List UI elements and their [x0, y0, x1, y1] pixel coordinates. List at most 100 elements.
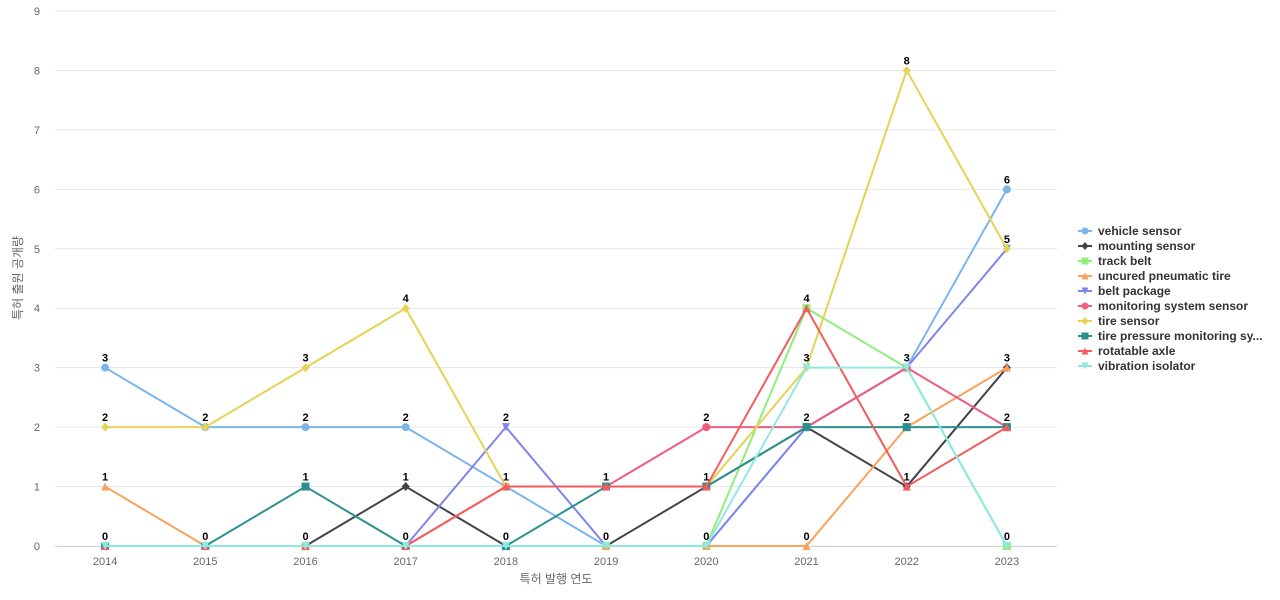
x-tick-label: 2015 — [193, 556, 217, 568]
data-labels: 3 2 1 0 2 0 3 2 1 0 4 2 1 0 2 1 0 1 0 2 1 0 4 3 2 0 8 3 2 1 6 5 3 2 0 — [102, 55, 1010, 543]
point-marker[interactable] — [201, 542, 210, 550]
point-marker[interactable] — [501, 423, 510, 432]
x-tick-label: 2019 — [594, 556, 618, 568]
series-group — [101, 363, 1011, 551]
legend-marker — [1081, 257, 1089, 265]
data-label: 0 — [803, 531, 809, 543]
x-tick-label: 2014 — [93, 556, 117, 568]
point-marker[interactable] — [301, 363, 310, 373]
legend-label: vehicle sensor — [1098, 224, 1182, 238]
legend-item[interactable]: mounting sensor — [1078, 239, 1196, 253]
legend-label: belt package — [1098, 284, 1171, 298]
data-label: 6 — [1004, 174, 1010, 186]
series-line[interactable] — [104, 366, 1008, 547]
legend-label: rotatable axle — [1098, 344, 1176, 358]
data-label: 0 — [302, 531, 308, 543]
point-marker[interactable] — [101, 482, 110, 491]
series-line[interactable] — [104, 366, 1008, 547]
data-label: 0 — [503, 531, 509, 543]
point-marker[interactable] — [702, 423, 711, 432]
point-marker[interactable] — [1002, 363, 1011, 372]
legend-item[interactable]: vehicle sensor — [1078, 224, 1182, 238]
data-label: 1 — [403, 472, 409, 484]
point-marker[interactable] — [802, 423, 811, 432]
x-tick-label: 2017 — [393, 556, 417, 568]
point-marker[interactable] — [902, 482, 911, 491]
point-marker[interactable] — [802, 304, 811, 313]
series-group — [101, 363, 1011, 550]
series-lines — [101, 65, 1011, 551]
legend-item[interactable]: track belt — [1078, 254, 1151, 268]
legend-marker — [1081, 272, 1089, 280]
data-label: 1 — [603, 472, 609, 484]
data-label: 2 — [1004, 412, 1010, 424]
point-marker[interactable] — [1002, 423, 1011, 432]
point-marker[interactable] — [101, 363, 110, 372]
y-tick-label: 5 — [34, 244, 40, 256]
legend-marker — [1081, 362, 1089, 370]
series-group — [101, 363, 1011, 550]
point-marker[interactable] — [101, 422, 110, 432]
point-marker[interactable] — [702, 482, 711, 491]
data-label: 2 — [403, 412, 409, 424]
point-marker[interactable] — [1002, 185, 1011, 194]
series-group — [101, 363, 1011, 550]
series-line[interactable] — [104, 247, 1008, 547]
point-marker[interactable] — [201, 422, 210, 432]
x-tick-label: 2021 — [794, 556, 818, 568]
y-tick-label: 9 — [34, 6, 40, 18]
point-marker[interactable] — [501, 542, 510, 550]
point-marker[interactable] — [101, 542, 110, 550]
y-axis-title: 특허 출원 공개량 — [11, 236, 25, 320]
legend-label: mounting sensor — [1098, 239, 1196, 253]
point-marker[interactable] — [902, 65, 911, 75]
point-marker[interactable] — [401, 303, 410, 313]
legend-item[interactable]: monitoring system sensor — [1078, 299, 1248, 313]
series-line[interactable] — [104, 366, 1008, 547]
legend-item[interactable]: uncured pneumatic tire — [1078, 269, 1231, 283]
series-line[interactable] — [104, 426, 1008, 547]
legend-item[interactable]: tire sensor — [1078, 314, 1160, 328]
point-marker[interactable] — [702, 542, 711, 550]
legend-marker — [1081, 347, 1089, 355]
legend-label: vibration isolator — [1098, 359, 1196, 373]
point-marker[interactable] — [301, 482, 310, 491]
data-label: 8 — [904, 55, 910, 67]
point-marker[interactable] — [802, 363, 811, 372]
point-marker[interactable] — [602, 482, 611, 491]
data-label: 3 — [302, 353, 308, 365]
series-line[interactable] — [104, 366, 1008, 547]
point-marker[interactable] — [1002, 542, 1011, 550]
legend-item[interactable]: vibration isolator — [1078, 359, 1196, 373]
point-marker[interactable] — [501, 482, 510, 491]
data-label: 2 — [102, 412, 108, 424]
point-marker[interactable] — [602, 542, 611, 550]
data-label: 1 — [703, 472, 709, 484]
point-marker[interactable] — [301, 542, 310, 550]
point-marker[interactable] — [802, 542, 811, 550]
legend-item[interactable]: tire pressure monitoring sy... — [1078, 329, 1262, 343]
data-label: 1 — [503, 472, 509, 484]
legend-item[interactable]: belt package — [1078, 284, 1171, 298]
data-label: 0 — [403, 531, 409, 543]
point-marker[interactable] — [401, 542, 410, 550]
y-tick-label: 4 — [34, 303, 40, 315]
legend-label: monitoring system sensor — [1098, 299, 1248, 313]
data-label: 0 — [703, 531, 709, 543]
y-tick-label: 1 — [34, 482, 40, 494]
point-marker[interactable] — [1002, 244, 1011, 254]
point-marker[interactable] — [401, 482, 410, 492]
point-marker[interactable] — [301, 423, 310, 432]
point-marker[interactable] — [902, 363, 911, 372]
data-label: 1 — [102, 472, 108, 484]
y-tick-label: 8 — [34, 65, 40, 77]
point-marker[interactable] — [401, 423, 410, 432]
data-label: 1 — [904, 472, 910, 484]
point-marker[interactable] — [902, 423, 911, 432]
legend-marker — [1081, 227, 1089, 235]
legend-item[interactable]: rotatable axle — [1078, 344, 1176, 358]
data-label: 2 — [703, 412, 709, 424]
legend-label: track belt — [1098, 254, 1151, 268]
